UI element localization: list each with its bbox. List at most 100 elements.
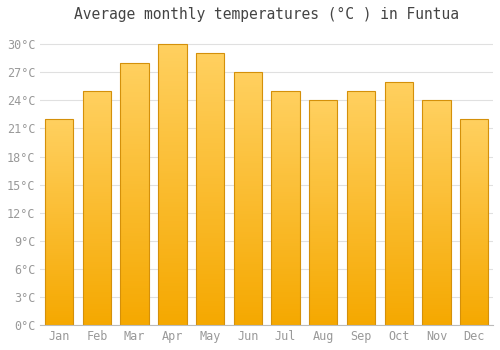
Bar bbox=[272, 187, 299, 189]
Bar bbox=[347, 213, 375, 215]
Bar bbox=[309, 118, 338, 121]
Bar bbox=[272, 283, 299, 285]
Bar bbox=[120, 105, 149, 107]
Bar bbox=[309, 278, 338, 280]
Bar bbox=[460, 304, 488, 307]
Bar bbox=[196, 217, 224, 219]
Bar bbox=[272, 281, 299, 283]
Bar bbox=[83, 257, 111, 260]
Bar bbox=[234, 103, 262, 105]
Bar bbox=[384, 245, 413, 247]
Bar bbox=[196, 244, 224, 246]
Bar bbox=[309, 233, 338, 235]
Bar bbox=[45, 313, 74, 315]
Bar bbox=[272, 222, 299, 224]
Bar bbox=[309, 307, 338, 309]
Bar bbox=[158, 314, 186, 317]
Bar bbox=[384, 320, 413, 323]
Bar bbox=[83, 110, 111, 112]
Bar bbox=[460, 125, 488, 127]
Bar bbox=[347, 264, 375, 267]
Bar bbox=[347, 215, 375, 217]
Bar bbox=[347, 131, 375, 133]
Bar bbox=[309, 136, 338, 139]
Bar bbox=[422, 287, 450, 289]
Bar bbox=[309, 303, 338, 305]
Bar bbox=[196, 203, 224, 206]
Bar bbox=[120, 218, 149, 220]
Bar bbox=[460, 309, 488, 311]
Bar bbox=[272, 152, 299, 154]
Bar bbox=[45, 286, 74, 288]
Bar bbox=[196, 165, 224, 168]
Bar bbox=[83, 281, 111, 283]
Bar bbox=[158, 131, 186, 134]
Bar bbox=[347, 112, 375, 114]
Bar bbox=[83, 199, 111, 201]
Bar bbox=[120, 141, 149, 144]
Bar bbox=[309, 260, 338, 262]
Bar bbox=[158, 95, 186, 98]
Bar bbox=[460, 202, 488, 204]
Bar bbox=[384, 189, 413, 191]
Bar bbox=[460, 237, 488, 239]
Bar bbox=[120, 315, 149, 317]
Bar bbox=[422, 177, 450, 179]
Bar bbox=[272, 257, 299, 260]
Bar bbox=[196, 151, 224, 154]
Bar bbox=[384, 162, 413, 164]
Bar bbox=[234, 115, 262, 118]
Bar bbox=[309, 163, 338, 166]
Bar bbox=[309, 130, 338, 132]
Bar bbox=[422, 276, 450, 278]
Bar bbox=[422, 316, 450, 318]
Bar bbox=[422, 105, 450, 107]
Bar bbox=[196, 282, 224, 285]
Bar bbox=[158, 176, 186, 179]
Bar bbox=[234, 285, 262, 287]
Bar bbox=[45, 127, 74, 130]
Bar bbox=[460, 249, 488, 251]
Bar bbox=[158, 117, 186, 120]
Bar bbox=[83, 96, 111, 98]
Bar bbox=[347, 210, 375, 213]
Bar bbox=[120, 84, 149, 86]
Bar bbox=[196, 287, 224, 290]
Bar bbox=[83, 321, 111, 323]
Bar bbox=[196, 67, 224, 70]
Bar bbox=[234, 194, 262, 196]
Bar bbox=[120, 317, 149, 320]
Bar bbox=[384, 121, 413, 123]
Bar bbox=[272, 236, 299, 239]
Bar bbox=[309, 161, 338, 163]
Bar bbox=[120, 204, 149, 207]
Bar bbox=[83, 234, 111, 236]
Bar bbox=[234, 113, 262, 115]
Bar bbox=[422, 233, 450, 235]
Bar bbox=[158, 213, 186, 216]
Bar bbox=[83, 300, 111, 302]
Bar bbox=[384, 140, 413, 142]
Bar bbox=[45, 255, 74, 257]
Bar bbox=[384, 96, 413, 99]
Bar bbox=[347, 147, 375, 149]
Bar bbox=[45, 311, 74, 313]
Bar bbox=[120, 89, 149, 92]
Bar bbox=[83, 114, 111, 117]
Bar bbox=[158, 289, 186, 292]
Bar bbox=[196, 254, 224, 257]
Bar bbox=[158, 162, 186, 165]
Bar bbox=[272, 253, 299, 255]
Bar bbox=[234, 257, 262, 259]
Bar bbox=[460, 138, 488, 140]
Bar bbox=[384, 99, 413, 101]
Bar bbox=[234, 178, 262, 181]
Bar bbox=[158, 249, 186, 252]
Bar bbox=[234, 100, 262, 103]
Bar bbox=[422, 222, 450, 224]
Bar bbox=[384, 240, 413, 242]
Bar bbox=[234, 270, 262, 272]
Bar bbox=[309, 100, 338, 103]
Bar bbox=[45, 179, 74, 181]
Bar bbox=[347, 154, 375, 156]
